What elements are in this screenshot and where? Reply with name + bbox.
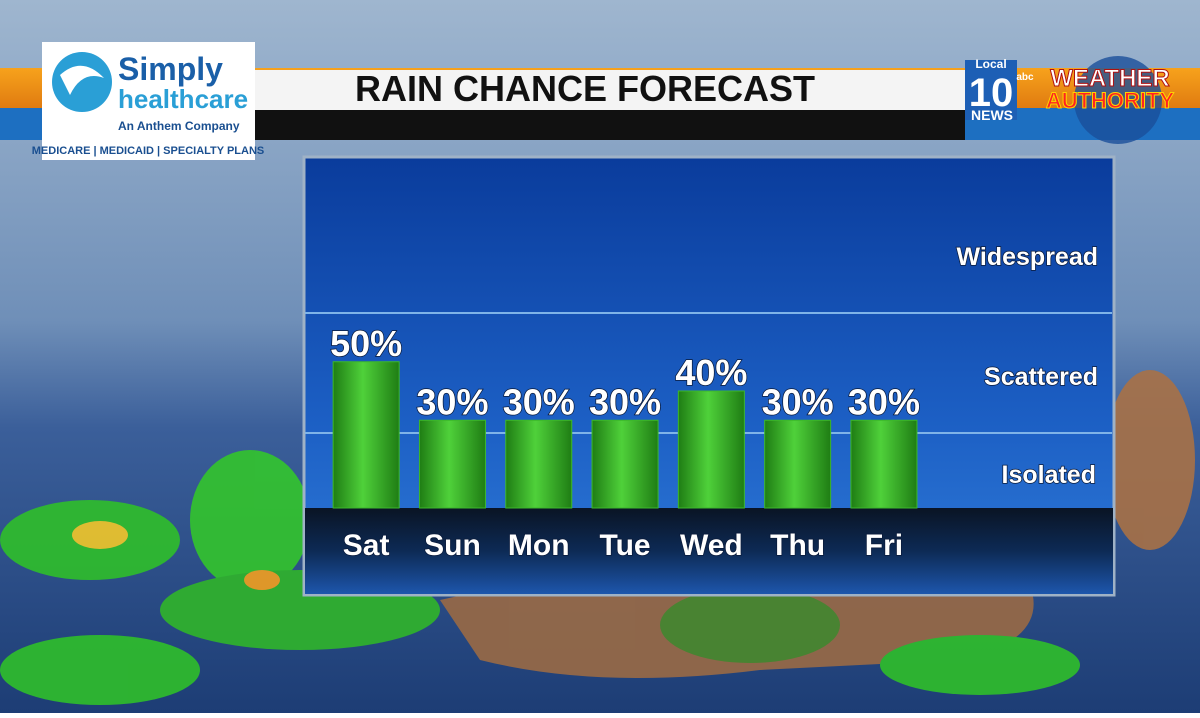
sponsor-logo: Simply healthcare An Anthem Company MEDI… (32, 42, 265, 160)
x-tick-label: Mon (508, 529, 570, 562)
station-local: Local (975, 57, 1006, 71)
x-tick-label: Fri (865, 529, 903, 562)
station-number: 10 (969, 71, 1014, 115)
value-label: 30% (503, 381, 575, 422)
station-news: NEWS (971, 107, 1013, 123)
station-brand: WEATHER (1050, 65, 1170, 92)
band-label: Widespread (957, 243, 1098, 271)
x-tick-label: Wed (680, 529, 743, 562)
bar (505, 419, 573, 509)
station-brand: AUTHORITY (1046, 88, 1175, 113)
map (0, 370, 1195, 705)
sponsor-name: Simply (118, 51, 223, 87)
x-tick-label: Thu (770, 529, 825, 562)
category-strip (305, 508, 1113, 594)
value-label: 30% (762, 381, 834, 422)
x-tick-label: Sat (343, 529, 390, 562)
bar (764, 419, 832, 509)
band-label: Scattered (984, 363, 1098, 391)
band-label: Isolated (1002, 461, 1096, 489)
value-label: 50% (330, 323, 402, 364)
bar (677, 390, 745, 509)
chart-title: RAIN CHANCE FORECAST (355, 68, 815, 109)
sponsor-plans: MEDICARE | MEDICAID | SPECIALTY PLANS (32, 145, 265, 157)
station-logo: Local 10 abc NEWS WEATHER AUTHORITY (965, 56, 1175, 144)
station-network: abc (1016, 72, 1034, 83)
value-label: 40% (675, 352, 747, 393)
bar (591, 419, 659, 509)
value-label: 30% (416, 381, 488, 422)
sponsor-name: healthcare (118, 84, 248, 114)
x-tick-label: Sun (424, 529, 481, 562)
x-tick-label: Tue (599, 529, 650, 562)
bar (332, 361, 400, 509)
value-label: 30% (848, 381, 920, 422)
sponsor-tagline: An Anthem Company (118, 119, 240, 133)
title-bar (255, 110, 965, 140)
bar (418, 419, 486, 509)
bar (850, 419, 918, 509)
value-label: 30% (589, 381, 661, 422)
title-bar (255, 70, 965, 110)
